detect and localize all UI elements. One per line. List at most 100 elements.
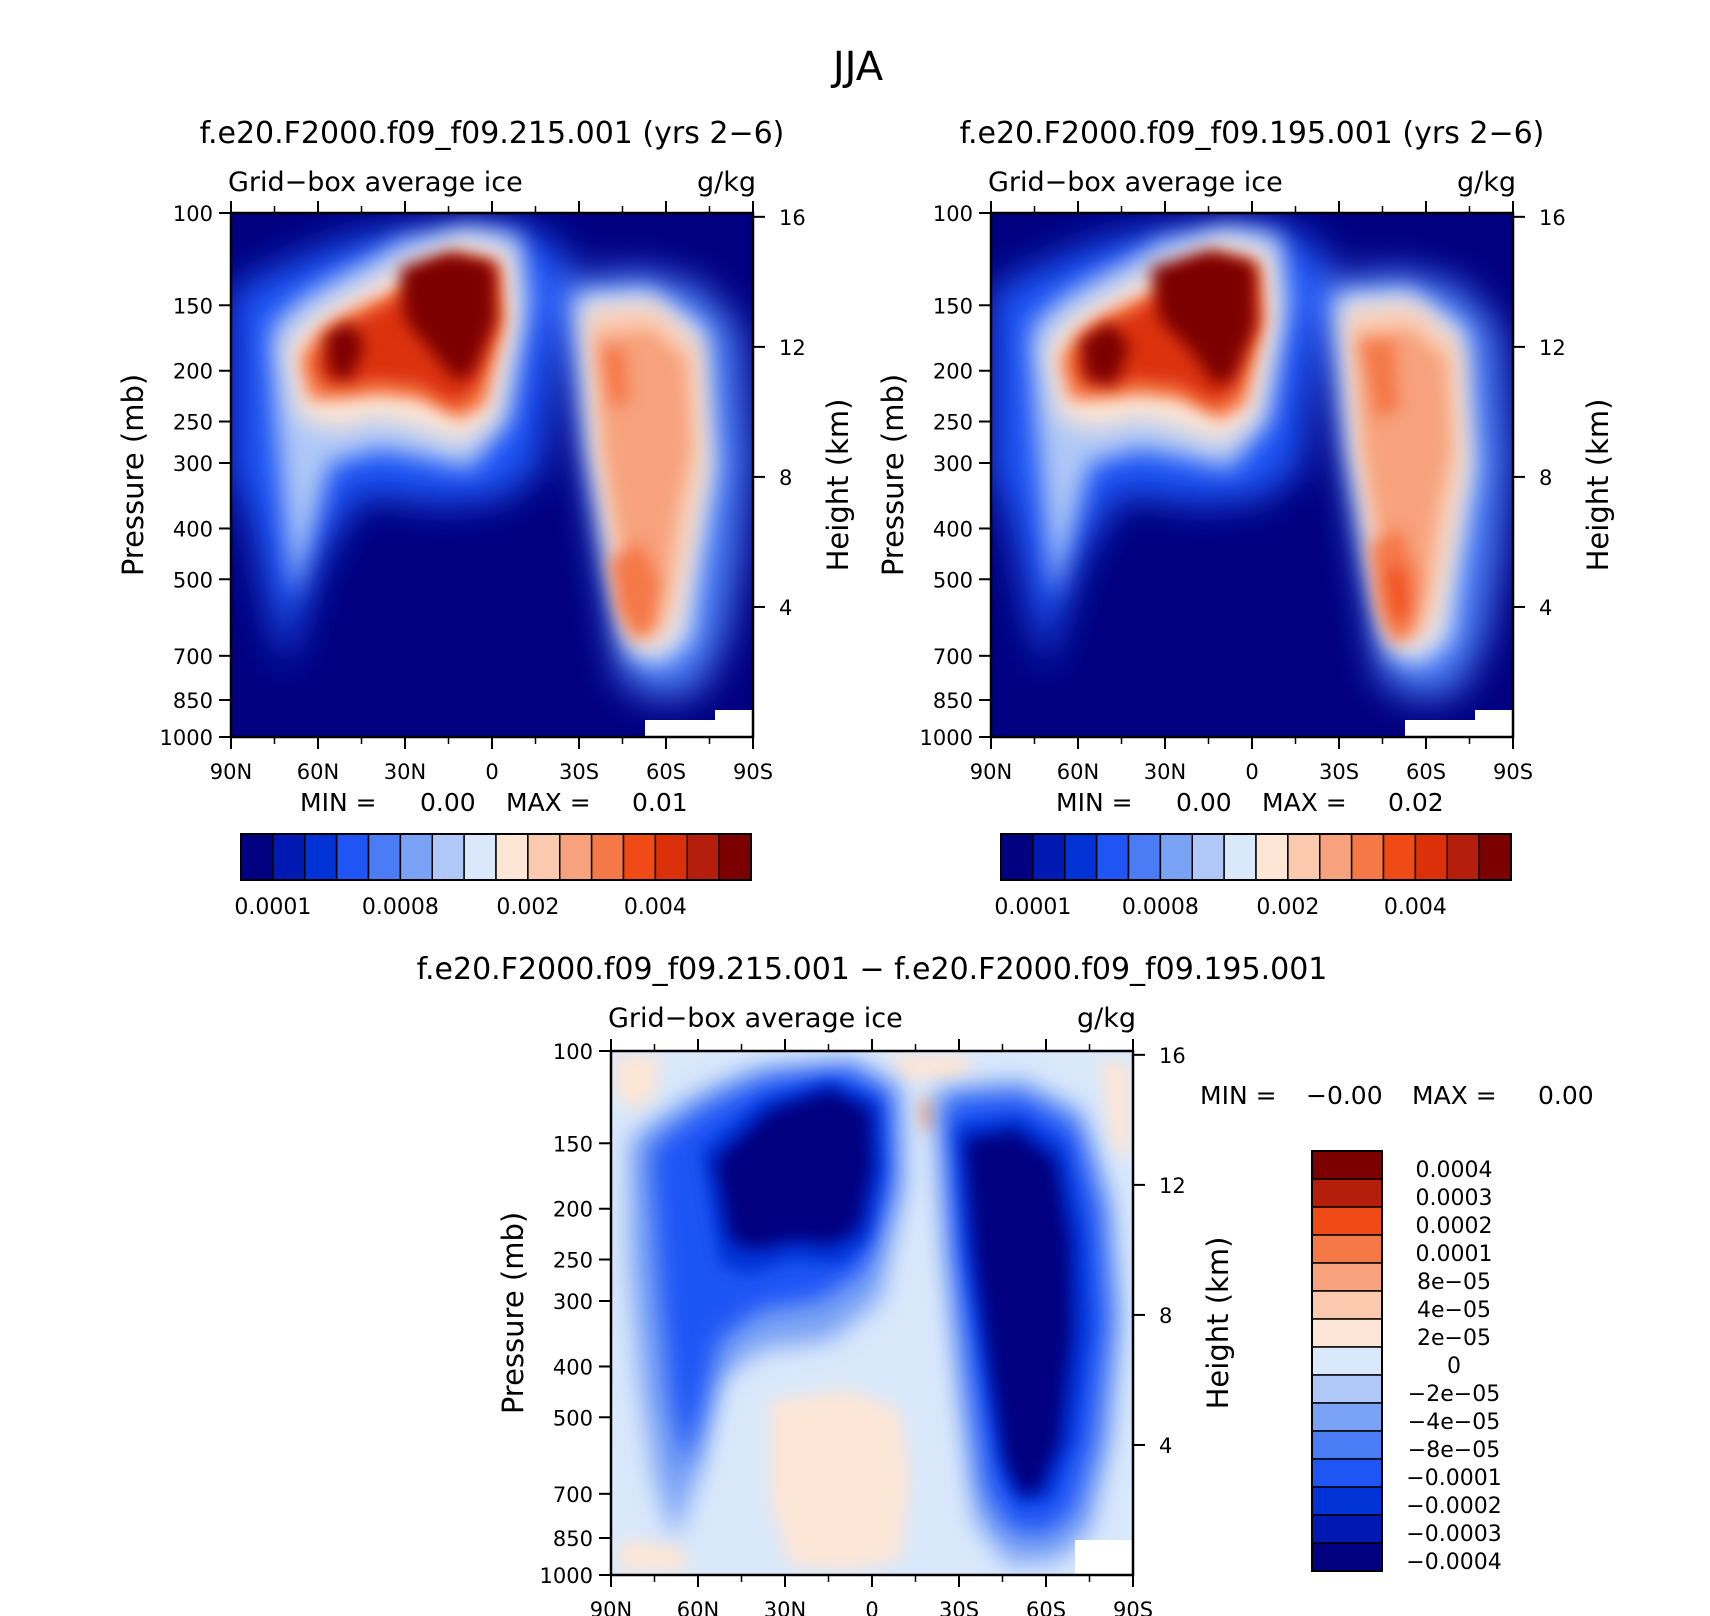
panel-2-min-label: MIN = — [1056, 788, 1133, 817]
panel-3-ytick-label: 500 — [553, 1406, 593, 1430]
panel-2-min-value: 0.00 — [1176, 788, 1232, 817]
panel-2-max-label: MAX = — [1262, 788, 1347, 817]
panel-2-ytick-label: 850 — [933, 689, 973, 713]
panel-3-colorbar-box — [1311, 1290, 1383, 1320]
panel-2-ytick-label: 1000 — [920, 726, 973, 750]
panel-3-colorbar-label: 0 — [1447, 1354, 1461, 1379]
panel-1-xtick-label: 90S — [733, 760, 773, 784]
panel-2-title: f.e20.F2000.f09_f09.195.001 (yrs 2−6) — [960, 116, 1545, 151]
panel-2-ytick-label: 700 — [933, 645, 973, 669]
panel-1-colorbar-box — [622, 833, 657, 881]
panel-1-colorbar-label: 0.0008 — [362, 895, 439, 920]
panel-3-colorbar-box — [1311, 1542, 1383, 1572]
panel-2-ytick-label: 400 — [933, 517, 973, 541]
panel-2-ylabel: Pressure (mb) — [876, 374, 910, 576]
panel-3-colorbar-frame — [1311, 1150, 1383, 1572]
panel-2-xtick-label: 60N — [1057, 760, 1099, 784]
panel-2-colorbar-box — [1414, 833, 1448, 881]
panel-2-xtick-label: 90S — [1493, 760, 1533, 784]
panel-1: f.e20.F2000.f09_f09.215.001 (yrs 2−6) Gr… — [116, 116, 855, 920]
panel-2-colorbar-box — [1064, 833, 1098, 881]
panel-2-colorbar-box — [1255, 833, 1289, 881]
panel-3-colorbar-label: 0.0004 — [1416, 1158, 1493, 1183]
panel-1-colorbar-box — [431, 833, 465, 881]
panel-1-xtick-label: 90N — [210, 760, 252, 784]
panel-3-ytick-label: 100 — [553, 1040, 593, 1064]
panel-1-colorbar-label: 0.002 — [496, 895, 559, 920]
panel-1-colorbar-box — [718, 833, 752, 881]
panel-1-xtick-label: 0 — [485, 760, 498, 784]
panel-3-colorbar-box — [1311, 1150, 1383, 1180]
panel-2-ytick-label: 300 — [933, 452, 973, 476]
panel-2-rtick-label: 16 — [1539, 206, 1566, 230]
panel-1-min-value: 0.00 — [420, 788, 476, 817]
panel-2: f.e20.F2000.f09_f09.195.001 (yrs 2−6) Gr… — [876, 116, 1615, 920]
panel-3-colorbar-box — [1311, 1346, 1383, 1376]
panel-3-units: g/kg — [1077, 1003, 1136, 1034]
panel-3-colorbar-box — [1311, 1262, 1383, 1292]
panel-3-colorbar-label: −2e−05 — [1408, 1382, 1500, 1407]
panel-1-ylabel: Pressure (mb) — [116, 374, 150, 576]
panel-1-field — [231, 213, 753, 737]
panel-3-colorbar-box — [1311, 1234, 1383, 1264]
panel-3-colorbar-label: 0.0003 — [1416, 1186, 1493, 1211]
panel-3-min-label: MIN = — [1200, 1081, 1277, 1110]
panel-3-ytick-label: 400 — [553, 1355, 593, 1379]
panel-3-ylabel: Pressure (mb) — [496, 1212, 530, 1414]
panel-2-xtick-label: 30N — [1144, 760, 1186, 784]
panel-2-colorbar-box — [1319, 833, 1353, 881]
panel-3-ytick-label: 150 — [553, 1132, 593, 1156]
panel-2-axes: 100 150 200 250 300 400 500 700 850 1000 90N 60N 30N… — [876, 201, 1615, 784]
panel-2-ytick-label: 250 — [933, 411, 973, 435]
panel-1-colorbar-box — [367, 833, 402, 881]
panel-3-rtick-label: 16 — [1159, 1044, 1186, 1068]
panel-3-colorbar-label: 2e−05 — [1417, 1326, 1491, 1351]
panel-1-rtick-label: 12 — [779, 336, 806, 360]
panel-2-colorbar-label: 0.004 — [1384, 895, 1447, 920]
panel-3-field-label: Grid−box average ice — [608, 1003, 903, 1034]
panel-3-xtick-label: 30N — [764, 1598, 806, 1616]
panel-2-colorbar-box — [1446, 833, 1480, 881]
panel-3-colorbar-label: −0.0003 — [1406, 1522, 1501, 1547]
panel-3-axes: 100 150 200 250 300 400 500 700 850 1000 90N 60N 30N… — [496, 1039, 1235, 1616]
panel-3-max-value: 0.00 — [1538, 1081, 1594, 1110]
panel-1-max-label: MAX = — [506, 788, 591, 817]
panel-3-ytick-label: 200 — [553, 1198, 593, 1222]
panel-3-colorbar-label: −0.0001 — [1406, 1466, 1501, 1491]
panel-2-ytick-label: 500 — [933, 568, 973, 592]
panel-2-rtick-label: 8 — [1539, 466, 1552, 490]
panel-3-field — [611, 1051, 1133, 1575]
panel-3-rtick-label: 4 — [1159, 1434, 1172, 1458]
panel-3-rtick-label: 12 — [1159, 1174, 1186, 1198]
panel-2-field — [991, 213, 1513, 737]
panel-1-colorbar-frame — [240, 833, 752, 881]
panel-1-ytick-label: 850 — [173, 689, 213, 713]
panel-3-xtick-label: 60S — [1026, 1598, 1066, 1616]
panel-1-ytick-label: 700 — [173, 645, 213, 669]
panel-1-ytick-label: 500 — [173, 568, 213, 592]
panel-1-colorbar-box — [495, 833, 529, 881]
panel-3-ylabel-right: Height (km) — [1201, 1237, 1235, 1410]
panel-1-title: f.e20.F2000.f09_f09.215.001 (yrs 2−6) — [200, 116, 785, 151]
panel-3-colorbar: 0.0004 0.0003 0.0002 0.0001 8e−05 4e−05 2e−05 0… — [1311, 1150, 1502, 1575]
panel-1-ytick-label: 400 — [173, 517, 213, 541]
panel-1-colorbar-box — [240, 833, 274, 881]
panel-1-ytick-label: 250 — [173, 411, 213, 435]
panel-1-colorbar-box — [304, 833, 338, 881]
panel-3-colorbar-box — [1311, 1318, 1383, 1348]
panel-3-colorbar-box — [1311, 1178, 1383, 1208]
panel-3-ytick-label: 300 — [553, 1290, 593, 1314]
panel-3-colorbar-label: 0.0001 — [1416, 1242, 1493, 1267]
panel-1-colorbar-box — [559, 833, 593, 881]
panel-3-ytick-label: 250 — [553, 1249, 593, 1273]
panel-1-colorbar-box — [654, 833, 688, 881]
panel-1-ytick-label: 1000 — [160, 726, 213, 750]
panel-1-colorbar-box — [590, 833, 625, 881]
panel-2-colorbar: 0.0001 0.0008 0.002 0.004 — [994, 833, 1512, 920]
panel-1-colorbar-box — [463, 833, 497, 881]
panel-2-ytick-label: 200 — [933, 360, 973, 384]
panel-3-ytick-label: 1000 — [540, 1564, 593, 1588]
panel-3-colorbar-label: −0.0004 — [1406, 1550, 1501, 1575]
panel-2-colorbar-box — [1223, 833, 1257, 881]
panel-2-rtick-label: 12 — [1539, 336, 1566, 360]
